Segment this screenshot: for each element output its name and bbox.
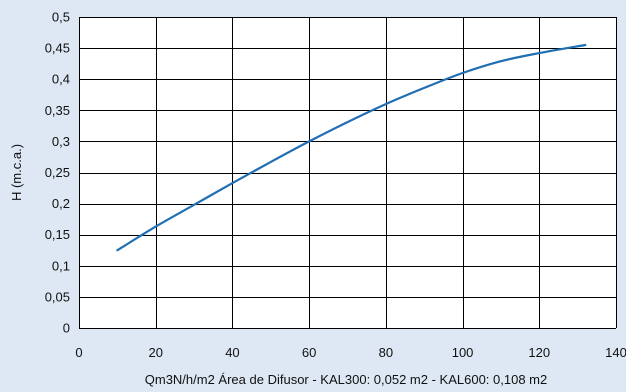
x-tick-label: 100 (452, 345, 474, 360)
x-tick-label: 80 (379, 345, 393, 360)
x-tick-label: 40 (225, 345, 239, 360)
y-tick-label: 0,3 (52, 134, 70, 149)
y-tick-label: 0,4 (52, 72, 70, 87)
y-tick-label: 0,25 (45, 165, 70, 180)
y-tick-label: 0,05 (45, 289, 70, 304)
x-tick-label: 0 (75, 345, 82, 360)
y-tick-label: 0 (63, 321, 70, 336)
x-tick-label: 60 (302, 345, 316, 360)
x-tick-label: 140 (605, 345, 626, 360)
x-axis-label: Qm3N/h/m2 Área de Difusor - KAL300: 0,05… (145, 372, 548, 387)
y-tick-label: 0,5 (52, 10, 70, 25)
y-tick-label: 0,1 (52, 258, 70, 273)
grid (79, 17, 617, 329)
plot-area (79, 17, 616, 328)
y-tick-label: 0,2 (52, 196, 70, 211)
y-tick-label: 0,15 (45, 227, 70, 242)
x-tick-label: 120 (528, 345, 550, 360)
y-tick-labels: 0 0,05 0,1 0,15 0,2 0,25 0,3 0,35 0,4 0,45 0,5 (45, 10, 70, 336)
y-axis-label: H (m.c.a.) (9, 144, 24, 201)
x-tick-label: 20 (148, 345, 162, 360)
y-tick-label: 0,35 (45, 103, 70, 118)
y-tick-label: 0,45 (45, 41, 70, 56)
x-tick-labels: 0 20 40 60 80 100 120 140 (75, 345, 626, 360)
series-line (116, 43, 587, 252)
